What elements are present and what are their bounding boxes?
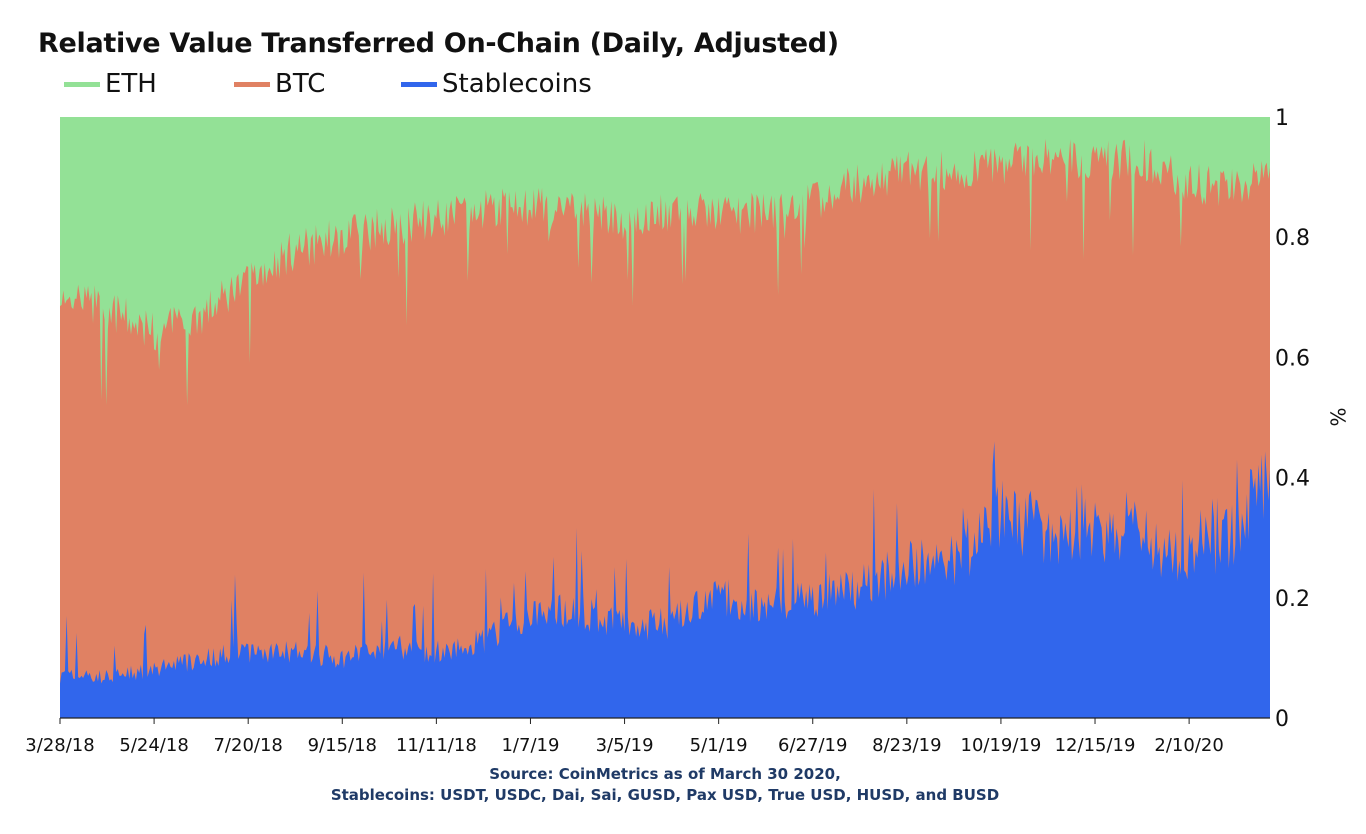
y-axis-label: % bbox=[1326, 407, 1350, 426]
source-line-2: Stablecoins: USDT, USDC, Dai, Sai, GUSD,… bbox=[330, 786, 1000, 804]
y-tick-label: 0 bbox=[1275, 707, 1289, 732]
x-tick-label: 3/28/18 bbox=[25, 735, 94, 756]
legend-swatch-stablecoins bbox=[401, 82, 437, 87]
x-tick-label: 11/11/18 bbox=[396, 735, 477, 756]
x-tick-label: 6/27/19 bbox=[778, 735, 847, 756]
legend-label-eth: ETH bbox=[105, 69, 157, 99]
source-line-1: Source: CoinMetrics as of March 30 2020, bbox=[489, 765, 841, 783]
y-tick-label: 0.8 bbox=[1275, 226, 1310, 251]
x-tick-label: 5/1/19 bbox=[690, 735, 748, 756]
y-tick-label: 0.2 bbox=[1275, 587, 1310, 612]
chart-title: Relative Value Transferred On-Chain (Dai… bbox=[38, 28, 839, 59]
x-tick-label: 8/23/19 bbox=[872, 735, 941, 756]
x-tick-label: 12/15/19 bbox=[1055, 735, 1136, 756]
legend-swatch-eth bbox=[64, 82, 100, 87]
x-axis-ticks: 3/28/18 5/24/18 7/20/18 9/15/18 11/11/18 1/7/… bbox=[25, 718, 1224, 756]
x-tick-label: 2/10/20 bbox=[1154, 735, 1223, 756]
y-tick-label: 0.6 bbox=[1275, 346, 1310, 371]
legend-label-stablecoins: Stablecoins bbox=[442, 69, 592, 99]
x-tick-label: 1/7/19 bbox=[501, 735, 559, 756]
x-tick-label: 7/20/18 bbox=[213, 735, 282, 756]
x-tick-label: 5/24/18 bbox=[119, 735, 188, 756]
area-stablecoins bbox=[60, 441, 1270, 718]
x-tick-label: 3/5/19 bbox=[596, 735, 654, 756]
x-tick-label: 10/19/19 bbox=[961, 735, 1042, 756]
source-note: Source: CoinMetrics as of March 30 2020,… bbox=[0, 764, 1330, 806]
legend-label-btc: BTC bbox=[275, 69, 326, 99]
area-layers bbox=[60, 117, 1270, 718]
x-tick-label: 9/15/18 bbox=[308, 735, 377, 756]
y-tick-label: 1 bbox=[1275, 106, 1289, 131]
y-axis-ticks: 0 0.2 0.4 0.6 0.8 1 bbox=[1275, 106, 1310, 732]
legend-swatch-btc bbox=[234, 82, 270, 87]
y-tick-label: 0.4 bbox=[1275, 467, 1310, 492]
